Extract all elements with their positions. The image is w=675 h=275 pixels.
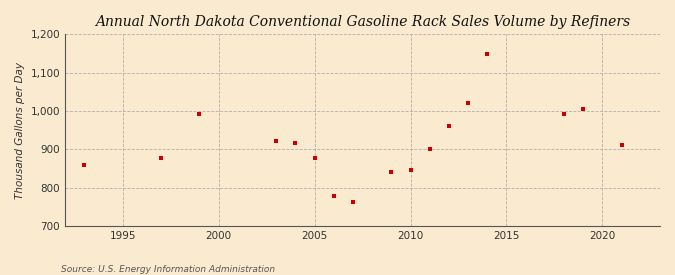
Point (156, 155, 167, 160)
Y-axis label: Thousand Gallons per Day: Thousand Gallons per Day (15, 62, 25, 199)
Point (462, 101, 473, 106)
Point (348, 200, 358, 204)
Point (271, 139, 281, 143)
Point (405, 168, 416, 172)
Title: Annual North Dakota Conventional Gasoline Rack Sales Volume by Refiners: Annual North Dakota Conventional Gasolin… (95, 15, 630, 29)
Point (482, 52, 493, 56)
Point (386, 170, 397, 174)
Point (328, 193, 339, 198)
Point (290, 141, 301, 145)
Point (425, 147, 435, 152)
Point (194, 111, 205, 116)
Point (79, 163, 90, 167)
Point (559, 111, 570, 116)
Point (578, 107, 589, 111)
Point (309, 156, 320, 161)
Point (616, 142, 627, 147)
Text: Source: U.S. Energy Information Administration: Source: U.S. Energy Information Administ… (61, 265, 275, 274)
Point (443, 123, 454, 128)
